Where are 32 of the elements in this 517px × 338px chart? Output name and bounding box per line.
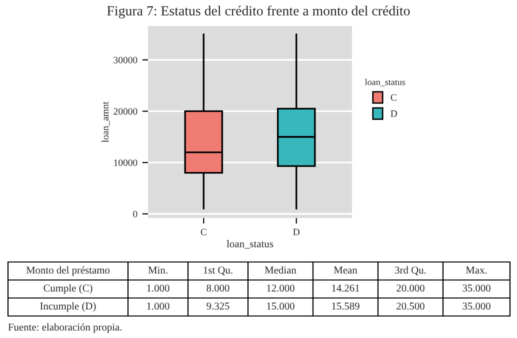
text: 35.000 [462, 284, 490, 292]
text: Mean [334, 266, 358, 274]
text: 9.325 [206, 302, 230, 310]
source-note: Fuente: elaboración propia. [8, 323, 122, 333]
text: 35.000 [462, 302, 490, 310]
text: 3rd Qu. [395, 266, 426, 276]
text: 15.000 [267, 302, 294, 310]
text: Monto del préstamo [26, 266, 110, 276]
y-tick-label: 30000 [114, 56, 138, 64]
legend-label: D [390, 110, 398, 117]
text: Max. [466, 266, 487, 274]
text: Median [264, 266, 296, 274]
text: 8.000 [206, 284, 230, 292]
text: 20.500 [396, 302, 424, 310]
text: 1.000 [147, 284, 170, 292]
text: 14.261 [332, 284, 360, 292]
chart-title: Figura 7: Estatus del crédito frente a monto del crédito [107, 6, 410, 18]
text: 1st Qu. [204, 266, 232, 276]
text: Incumple (D) [40, 302, 96, 312]
text: 1.000 [147, 302, 170, 310]
text: Cumple (C) [44, 284, 92, 294]
legend-title: loan_status [365, 78, 406, 86]
y-tick-label: 0 [133, 210, 138, 218]
text: 15.589 [332, 302, 360, 310]
y-tick-label: 10000 [114, 159, 138, 166]
legend-label: C [390, 94, 396, 101]
text: 12.000 [267, 284, 294, 292]
text: Min. [148, 266, 168, 274]
text: 20.000 [396, 284, 424, 292]
y-tick-label: 20000 [114, 108, 138, 115]
y-axis-title: loan_amnt [102, 102, 110, 142]
x-axis-title: loan_status [226, 240, 274, 249]
